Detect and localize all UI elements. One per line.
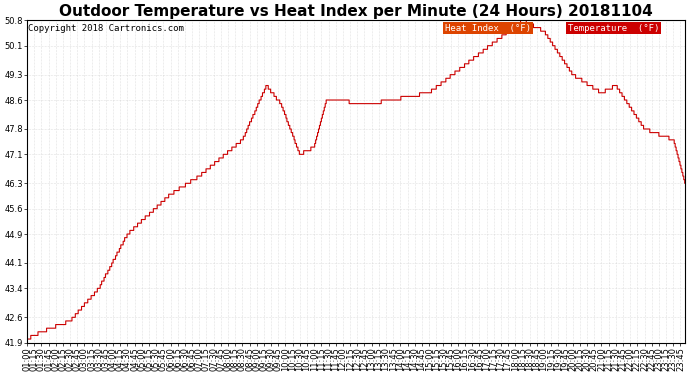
Text: Copyright 2018 Cartronics.com: Copyright 2018 Cartronics.com [28,24,184,33]
Title: Outdoor Temperature vs Heat Index per Minute (24 Hours) 20181104: Outdoor Temperature vs Heat Index per Mi… [59,4,653,19]
Text: Temperature  (°F): Temperature (°F) [568,24,660,33]
Text: Heat Index  (°F): Heat Index (°F) [445,24,531,33]
